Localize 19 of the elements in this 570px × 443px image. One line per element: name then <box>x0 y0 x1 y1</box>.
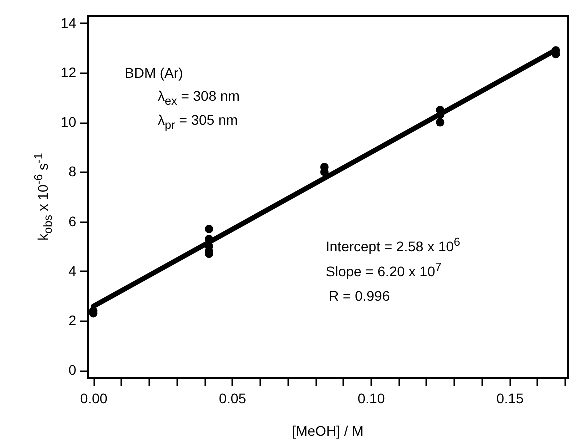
annotation: λ$_{pr}$ = 305 nm <box>158 112 238 132</box>
y-tick-label: 4 <box>68 262 77 279</box>
y-tick-label: 0 <box>68 362 77 378</box>
annotation: λ$_{ex}$ = 308 nm <box>158 88 240 108</box>
annotation: R = 0.996 <box>329 288 390 304</box>
x-tick-label: 0.15 <box>496 390 524 406</box>
y-tick-label: 10 <box>60 114 77 130</box>
y-tick-label: 12 <box>60 64 77 81</box>
y-tick-label: 8 <box>68 164 77 180</box>
y-tick-label: 6 <box>68 213 77 230</box>
y-tick-label: 14 <box>60 14 77 31</box>
annotation: Intercept = 2.58 x 10$^{6}$ <box>326 236 461 255</box>
y-tick-label: 2 <box>68 312 77 328</box>
annotation: BDM (Ar) <box>125 65 184 81</box>
x-tick-label: 0.05 <box>219 390 247 406</box>
annotation: Slope = 6.20 x 10$^{7}$ <box>326 261 442 280</box>
x-tick-label: 0.00 <box>80 390 108 406</box>
x-tick-label: 0.10 <box>358 390 386 406</box>
x-axis-title: [MeOH] / M <box>292 423 364 439</box>
